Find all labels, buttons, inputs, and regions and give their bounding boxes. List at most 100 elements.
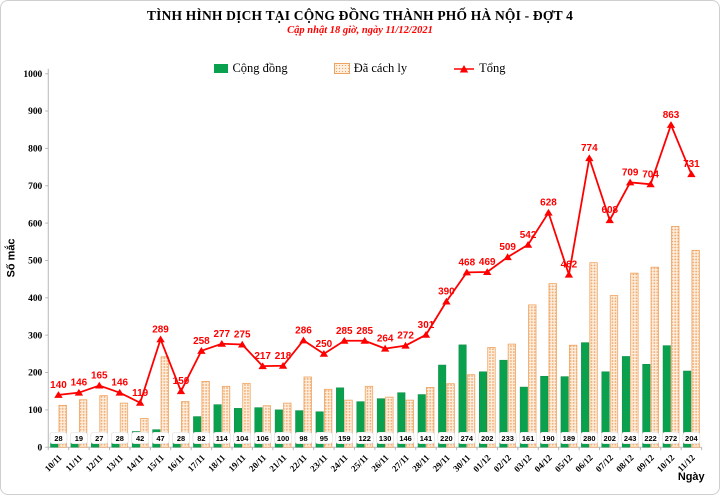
x-tick-label: 18/11 — [206, 452, 228, 474]
bar — [650, 266, 659, 448]
bar — [193, 416, 202, 448]
x-tick-label: 29/11 — [431, 452, 453, 474]
bar — [417, 394, 426, 448]
bars-community — [50, 342, 692, 448]
line-marker-icon — [585, 154, 594, 162]
value-box — [131, 431, 149, 445]
value-box-label: 82 — [197, 434, 205, 443]
svg-text:0: 0 — [38, 443, 43, 453]
bar — [303, 376, 312, 448]
value-box-label: 95 — [320, 434, 328, 443]
value-box — [437, 431, 456, 445]
quarantined-swatch-icon — [333, 63, 350, 74]
svg-text:200: 200 — [28, 369, 42, 379]
line-marker-icon — [442, 297, 451, 305]
chart-subtitle: Cập nhật 18 giờ, ngày 11/12/2021 — [287, 25, 433, 36]
bar — [519, 386, 528, 448]
value-box — [151, 431, 170, 445]
bar — [262, 405, 272, 448]
bar — [78, 399, 88, 448]
line-marker-icon — [176, 387, 186, 395]
x-tick-label: 27/11 — [390, 452, 412, 474]
data-label: 285 — [336, 326, 353, 337]
x-tick-label: 02/12 — [492, 452, 514, 474]
line-marker-icon — [544, 208, 553, 216]
bar — [336, 387, 345, 448]
bar — [344, 399, 353, 448]
x-tick-label: 03/12 — [512, 452, 534, 474]
data-label: 218 — [275, 351, 292, 362]
value-box-label: 202 — [481, 434, 493, 443]
value-box — [396, 431, 415, 445]
value-box — [294, 431, 313, 445]
data-label: 462 — [561, 260, 578, 271]
legend-label-total: Tổng — [479, 61, 506, 75]
svg-text:300: 300 — [28, 331, 42, 341]
data-label: 140 — [50, 380, 67, 391]
legend-label-community: Cộng đồng — [232, 61, 288, 75]
bar — [99, 395, 108, 448]
line-marker-icon — [401, 341, 410, 349]
value-box-label: 220 — [440, 434, 452, 443]
line-marker-icon — [115, 388, 124, 396]
value-box-label: 98 — [299, 434, 307, 443]
bar — [507, 343, 517, 448]
x-tick-label: 17/11 — [186, 452, 208, 474]
value-box-label: 146 — [399, 434, 411, 443]
x-tick-label: 24/11 — [329, 452, 351, 474]
data-label: 301 — [418, 320, 435, 331]
bar — [221, 385, 231, 448]
legend: Cộng đồng Đã cách ly Tổng — [1, 61, 719, 76]
value-box-label: 104 — [236, 434, 249, 443]
line-marker-icon — [278, 361, 288, 369]
data-label: 542 — [520, 230, 537, 241]
bar — [458, 344, 467, 448]
value-box-label: 222 — [644, 434, 656, 443]
svg-text:400: 400 — [28, 294, 42, 304]
data-label: 275 — [234, 330, 251, 341]
value-box — [49, 431, 68, 445]
data-label: 258 — [193, 336, 210, 347]
x-tick-label: 13/11 — [104, 452, 126, 474]
value-box-label: 190 — [542, 434, 554, 443]
data-label: 250 — [316, 339, 333, 350]
x-tick-label: 20/11 — [247, 452, 269, 474]
value-box-label: 106 — [256, 434, 268, 443]
x-tick-label: 23/11 — [308, 452, 330, 474]
value-box — [600, 431, 619, 445]
line-marker-icon — [74, 388, 84, 396]
bar — [662, 345, 671, 448]
line-marker-icon — [564, 270, 574, 278]
data-label: 277 — [214, 329, 231, 340]
page-title: TÌNH HÌNH DỊCH TẠI CỘNG ĐỒNG THÀNH PHỐ H… — [146, 8, 574, 23]
data-label: 704 — [642, 169, 659, 180]
x-axis-title: Ngày — [678, 471, 706, 483]
x-tick-label: 30/11 — [451, 452, 473, 474]
data-label: 774 — [581, 143, 598, 154]
data-label: 272 — [397, 331, 414, 342]
value-box — [172, 431, 190, 445]
data-label: 509 — [499, 242, 516, 253]
bar — [540, 375, 549, 448]
value-box — [458, 431, 476, 445]
value-box — [478, 431, 496, 445]
data-label: 146 — [71, 378, 88, 389]
svg-text:800: 800 — [28, 145, 42, 155]
value-box-label: 47 — [156, 434, 164, 443]
bar — [621, 356, 630, 448]
bar — [323, 388, 333, 448]
value-box-label: 114 — [216, 434, 229, 443]
bar — [283, 402, 292, 448]
bar — [254, 407, 263, 448]
value-box-label: 28 — [177, 434, 185, 443]
x-tick-label: 16/11 — [165, 452, 187, 474]
value-box — [682, 431, 701, 445]
line-marker-icon — [666, 121, 676, 128]
line-marker-icon — [156, 335, 165, 343]
bar — [438, 364, 447, 448]
bar — [479, 371, 487, 448]
line-marker-icon — [54, 391, 63, 398]
community-swatch-icon — [214, 64, 229, 73]
